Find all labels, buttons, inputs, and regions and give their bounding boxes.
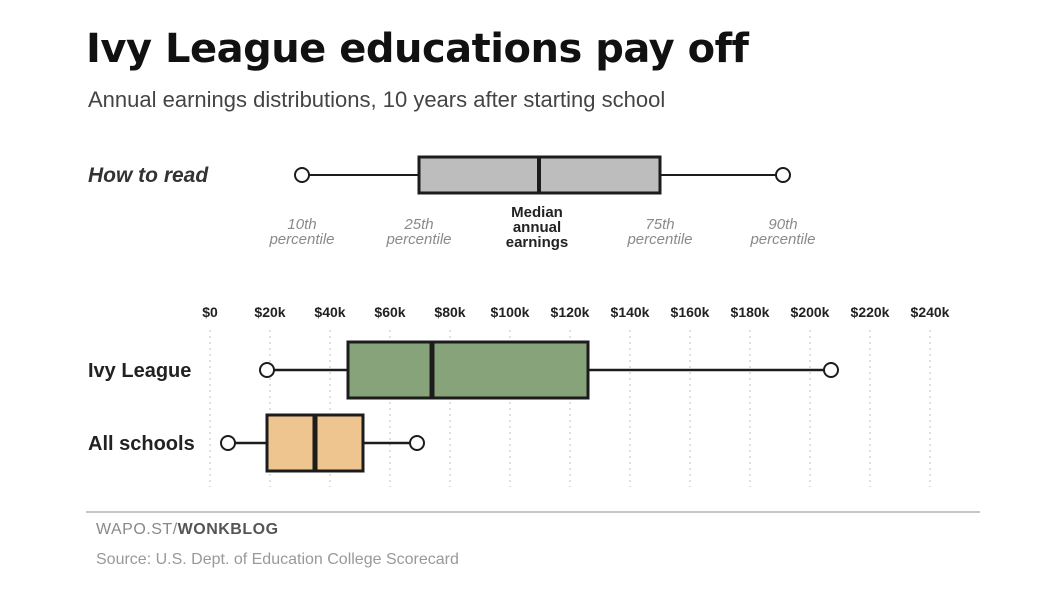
credit-line: WAPO.ST/WONKBLOG <box>96 521 279 539</box>
x-tick-label: $120k <box>551 304 590 320</box>
iqr-box <box>346 340 590 400</box>
how-to-read-label: How to read <box>88 164 209 187</box>
x-tick-label: $40k <box>314 304 345 320</box>
chart-title: Ivy League educations pay off <box>86 26 749 72</box>
chart-subtitle: Annual earnings distributions, 10 years … <box>88 87 666 112</box>
x-tick-label: $60k <box>374 304 405 320</box>
p90-marker <box>823 362 839 378</box>
guide-label-p90: 90th percentile <box>749 216 815 248</box>
guide-label-p75: 75th percentile <box>626 216 692 248</box>
box-plot-rows: Ivy League All schools <box>88 340 839 473</box>
x-tick-label: $160k <box>671 304 710 320</box>
credit-prefix: WAPO.ST/ <box>96 521 178 538</box>
x-tick-label: $180k <box>731 304 770 320</box>
p10-marker <box>220 435 236 451</box>
credit-wonkblog: WONKBLOG <box>177 521 279 538</box>
p10-marker <box>259 362 275 378</box>
x-axis-tick-labels: $0 $20k $40k $60k $80k $100k $120k $140k $160k $1… <box>202 304 949 320</box>
row-label-ivy-league: Ivy League <box>88 360 191 382</box>
x-tick-label: $220k <box>851 304 890 320</box>
x-tick-label: $80k <box>434 304 465 320</box>
guide-label-median: Median annual earnings <box>506 204 569 251</box>
box-row-all-schools: All schools <box>88 413 425 473</box>
footer-divider <box>86 511 980 513</box>
x-tick-label: $200k <box>791 304 830 320</box>
guide-label-p25: 25th percentile <box>385 216 451 248</box>
guide-label-p10: 10th percentile <box>268 216 334 248</box>
x-tick-label: $100k <box>491 304 530 320</box>
x-tick-label: $20k <box>254 304 285 320</box>
p90-marker <box>409 435 425 451</box>
x-tick-label: $140k <box>611 304 650 320</box>
source-note: Source: U.S. Dept. of Education College … <box>96 551 459 568</box>
grid-lines <box>209 330 931 487</box>
row-label-all-schools: All schools <box>88 433 195 455</box>
box-row-ivy-league: Ivy League <box>88 340 839 400</box>
x-tick-label: $0 <box>202 304 218 320</box>
how-to-read-guide: How to read 10th percentile 25th percentile M… <box>88 155 816 251</box>
guide-p90-marker <box>775 167 791 183</box>
guide-p10-marker <box>294 167 310 183</box>
box-plot-chart: How to read 10th percentile 25th percentile M… <box>88 155 950 487</box>
x-tick-label: $240k <box>911 304 950 320</box>
